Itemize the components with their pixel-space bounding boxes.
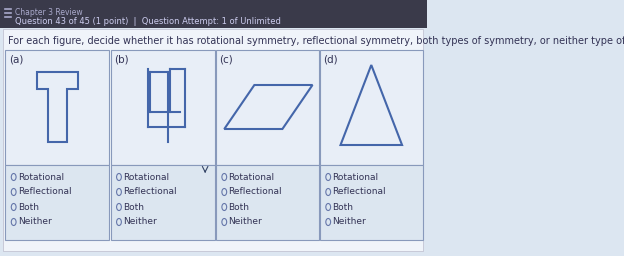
Text: Both: Both [228, 202, 250, 211]
Text: Rotational: Rotational [228, 173, 275, 182]
Text: Reflectional: Reflectional [333, 187, 386, 197]
Text: (b): (b) [114, 54, 129, 64]
FancyBboxPatch shape [3, 29, 423, 251]
Text: (c): (c) [220, 54, 233, 64]
Text: Question 43 of 45 (1 point)  |  Question Attempt: 1 of Unlimited: Question 43 of 45 (1 point) | Question A… [15, 17, 281, 26]
Text: (d): (d) [323, 54, 338, 64]
Text: Rotational: Rotational [17, 173, 64, 182]
FancyBboxPatch shape [6, 165, 109, 240]
Text: Chapter 3 Review: Chapter 3 Review [15, 8, 82, 17]
Text: Neither: Neither [228, 218, 262, 227]
Text: Reflectional: Reflectional [17, 187, 71, 197]
FancyBboxPatch shape [320, 50, 422, 165]
Text: Reflectional: Reflectional [228, 187, 282, 197]
Text: Rotational: Rotational [333, 173, 378, 182]
FancyBboxPatch shape [0, 0, 427, 28]
FancyBboxPatch shape [216, 50, 319, 165]
Text: Neither: Neither [17, 218, 52, 227]
Text: Both: Both [123, 202, 144, 211]
Text: Both: Both [17, 202, 39, 211]
Text: Neither: Neither [333, 218, 366, 227]
FancyBboxPatch shape [216, 165, 319, 240]
Text: (a): (a) [9, 54, 23, 64]
FancyBboxPatch shape [111, 50, 215, 165]
Text: Both: Both [333, 202, 353, 211]
Text: Reflectional: Reflectional [123, 187, 177, 197]
FancyBboxPatch shape [111, 165, 215, 240]
Text: For each figure, decide whether it has rotational symmetry, reflectional symmetr: For each figure, decide whether it has r… [8, 36, 624, 46]
FancyBboxPatch shape [6, 50, 109, 165]
Text: Neither: Neither [123, 218, 157, 227]
Text: Rotational: Rotational [123, 173, 169, 182]
FancyBboxPatch shape [320, 165, 422, 240]
